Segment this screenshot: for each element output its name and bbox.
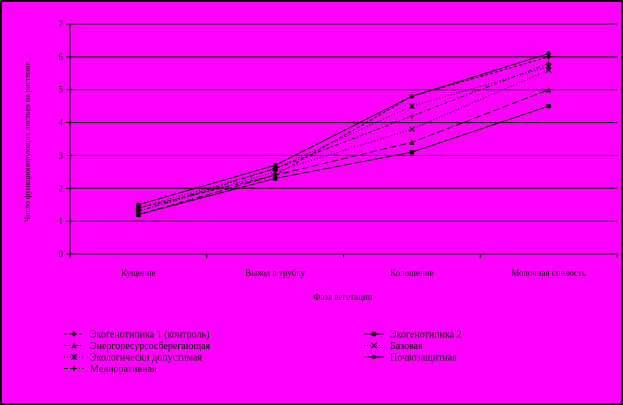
series-line xyxy=(136,51,551,207)
data-point xyxy=(546,103,551,109)
x-tick-label: Кущение xyxy=(121,268,155,278)
legend-label: Экогенотипика 2 xyxy=(390,330,462,341)
y-tick-label: 4 xyxy=(59,118,64,128)
data-point xyxy=(272,165,278,172)
y-tick-label: 5 xyxy=(59,85,64,95)
series-path xyxy=(138,69,549,212)
y-tick-label: 7 xyxy=(59,19,64,29)
x-tick-label: Выход в трубку xyxy=(245,268,305,278)
data-point xyxy=(272,176,278,181)
legend-item: Энергоресурсосберегающая xyxy=(64,341,210,352)
legend-label: Мелиоративная xyxy=(90,364,157,375)
y-tick-label: 6 xyxy=(59,52,64,62)
series-lines xyxy=(135,51,552,218)
data-point xyxy=(371,342,377,349)
series-path xyxy=(138,105,549,216)
legend-item: Базовая xyxy=(364,341,423,352)
series-path xyxy=(138,89,549,216)
data-point xyxy=(408,103,415,110)
data-point xyxy=(408,126,415,133)
data-point xyxy=(371,331,377,337)
y-axis-label: Число функционирующих листьев на растени… xyxy=(23,62,32,222)
x-axis-label: Фаза вегетации xyxy=(313,292,372,302)
data-point xyxy=(136,202,141,207)
data-point xyxy=(71,331,77,337)
series-line xyxy=(136,103,551,217)
y-tick-label: 3 xyxy=(59,150,64,160)
data-point xyxy=(272,163,278,168)
series-path xyxy=(138,53,549,206)
x-tick-label: Колошение xyxy=(390,268,433,278)
data-point xyxy=(135,208,141,214)
series-line xyxy=(135,87,552,218)
data-point xyxy=(71,354,77,360)
y-tick-label: 2 xyxy=(59,183,64,193)
legend-label: Почвозащитная xyxy=(390,353,457,364)
series-path xyxy=(138,62,549,212)
data-point xyxy=(546,54,552,60)
data-point xyxy=(409,139,415,145)
series-path xyxy=(138,56,549,209)
legend-item: Почвозащитная xyxy=(364,353,457,364)
legend-label: Энергоресурсосберегающая xyxy=(90,341,210,352)
data-point xyxy=(371,354,377,360)
legend-item: Экологически допустимая xyxy=(64,353,202,364)
data-point xyxy=(546,51,551,56)
x-tick-label: Молочная спелость xyxy=(511,268,586,278)
legend: Экогенотипика 1 (контроль) Экогенотипика … xyxy=(64,330,462,375)
series-line xyxy=(135,60,552,214)
y-tick-label: 1 xyxy=(59,216,64,226)
legend-item: Экогенотипика 2 xyxy=(364,330,462,341)
data-point xyxy=(71,365,77,372)
series-path xyxy=(138,66,549,209)
legend-label: Экологически допустимая xyxy=(90,353,202,364)
data-point xyxy=(272,172,278,178)
data-point xyxy=(71,342,77,349)
legend-item: Экогенотипика 1 (контроль) xyxy=(64,330,209,341)
data-point xyxy=(409,149,415,155)
grid-lines xyxy=(66,23,617,255)
x-tick-labels: Кущение Выход в трубку Колошение Молочная с… xyxy=(121,268,586,278)
axes xyxy=(69,24,618,258)
data-point xyxy=(409,94,415,99)
y-tick-labels: 0 1 2 3 4 5 6 7 xyxy=(59,19,64,259)
data-point xyxy=(135,211,141,218)
legend-item: Мелиоративная xyxy=(64,364,157,375)
legend-label: Экогенотипика 1 (контроль) xyxy=(90,330,209,341)
legend-label: Базовая xyxy=(390,341,423,352)
y-tick-label: 0 xyxy=(59,249,64,259)
data-point xyxy=(409,113,415,119)
data-point xyxy=(546,87,552,93)
data-point xyxy=(546,60,552,67)
